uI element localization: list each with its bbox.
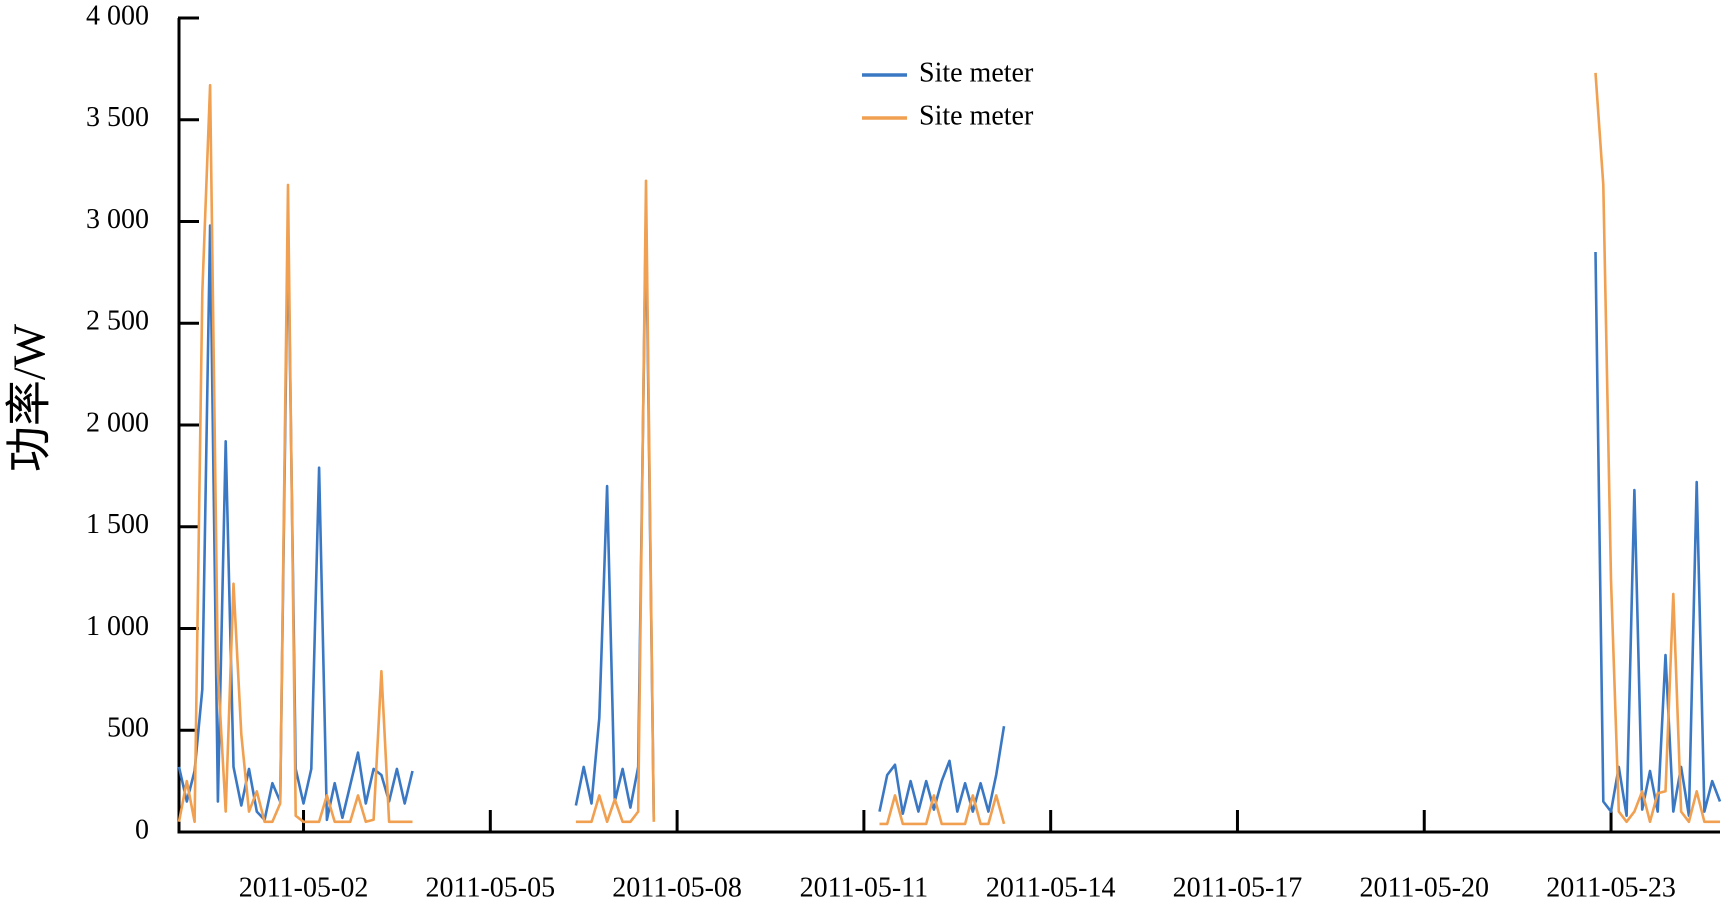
y-tick-label: 2 500 bbox=[86, 306, 149, 337]
y-tick-label: 0 bbox=[135, 814, 149, 845]
x-tick-label: 2011-05-17 bbox=[1173, 872, 1303, 903]
x-tick-label: 2011-05-02 bbox=[239, 872, 369, 903]
y-axis-label: 功率/W bbox=[4, 323, 55, 472]
x-tick-label: 2011-05-05 bbox=[426, 872, 556, 903]
y-tick-label: 500 bbox=[107, 713, 149, 744]
y-tick-label: 1 500 bbox=[86, 509, 149, 540]
y-tick-label: 1 000 bbox=[86, 611, 149, 642]
x-tick-label: 2011-05-20 bbox=[1359, 872, 1489, 903]
y-tick-label: 4 000 bbox=[86, 0, 149, 31]
x-tick-label: 2011-05-14 bbox=[986, 872, 1116, 903]
legend-label: Site meter bbox=[919, 57, 1034, 88]
legend-label: Site meter bbox=[919, 100, 1034, 131]
x-tick-label: 2011-05-23 bbox=[1546, 872, 1676, 903]
y-tick-label: 3 500 bbox=[86, 102, 149, 133]
x-tick-label: 2011-05-08 bbox=[612, 872, 742, 903]
axes bbox=[177, 18, 1720, 834]
y-tick-label: 2 000 bbox=[86, 407, 149, 438]
series-line bbox=[177, 72, 1720, 826]
series-line bbox=[177, 210, 1722, 822]
y-tick-label: 3 000 bbox=[86, 204, 149, 235]
x-tick-label: 2011-05-11 bbox=[800, 872, 929, 903]
